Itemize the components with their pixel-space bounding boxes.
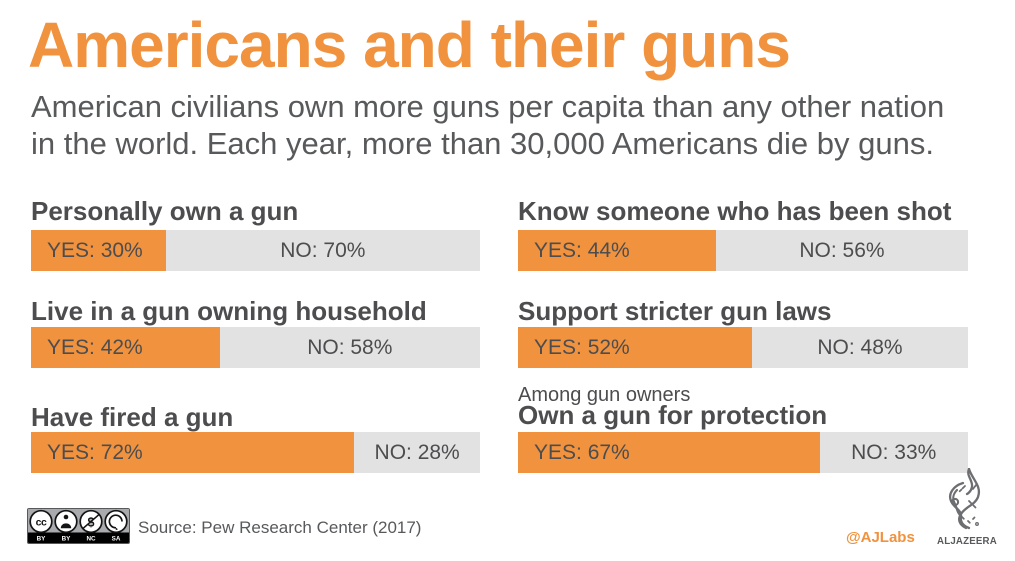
svg-text:BY: BY bbox=[62, 536, 72, 543]
svg-text:NC: NC bbox=[86, 536, 96, 543]
svg-text:BY: BY bbox=[37, 536, 47, 543]
svg-text:SA: SA bbox=[112, 536, 121, 543]
svg-text:cc: cc bbox=[36, 516, 47, 528]
